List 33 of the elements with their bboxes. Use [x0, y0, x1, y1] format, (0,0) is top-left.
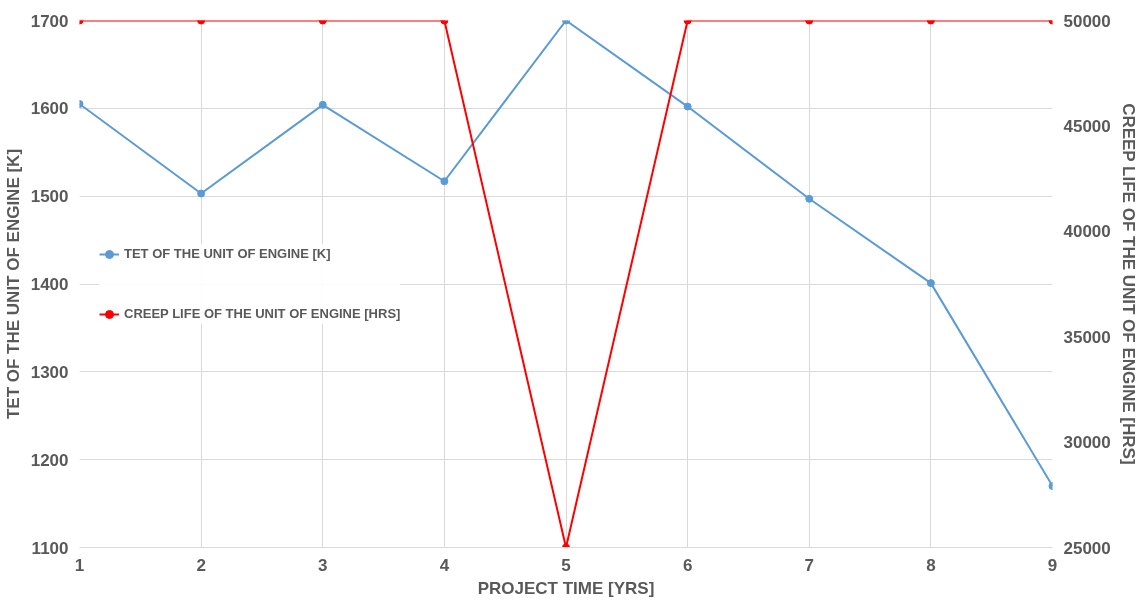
y2-tick-label: 25000 [1063, 538, 1111, 558]
y2-tick-label: 40000 [1063, 222, 1111, 242]
x-tick-label: 7 [804, 555, 814, 575]
y-tick-label: 1300 [30, 362, 69, 382]
point [805, 194, 814, 203]
x-tick-label: 6 [682, 555, 693, 575]
x-tick-label: 2 [196, 555, 206, 575]
y-tick-label: 1500 [30, 187, 69, 207]
y2-tick-label: 30000 [1063, 433, 1111, 453]
y2-axis-title: CREEP LIFE OF THE UNIT OF ENGINE [HRS] [1118, 103, 1138, 465]
x-tick-label: 4 [439, 555, 450, 575]
x-tick-label: 3 [318, 555, 328, 575]
point [197, 189, 206, 198]
point [683, 102, 692, 111]
x-tick-label: 5 [561, 555, 571, 575]
x-tick-label: 9 [1047, 555, 1058, 575]
x-tick-label: 1 [74, 555, 85, 575]
y-tick-label: 1400 [30, 275, 69, 294]
y2-tick-label: 50000 [1063, 11, 1111, 31]
y-axis-title: TET OF THE UNIT OF ENGINE [K] [3, 148, 23, 420]
legend-label: CREEP LIFE OF THE UNIT OF ENGINE [HRS] [124, 306, 401, 321]
x-tick-label: 8 [926, 555, 936, 575]
y2-tick-label: 35000 [1063, 327, 1111, 347]
y-tick-label: 1700 [30, 11, 69, 31]
y-tick-label: 1200 [30, 450, 69, 470]
point [926, 279, 935, 288]
point [440, 177, 449, 186]
x-axis-title: PROJECT TIME [YRS] [477, 578, 655, 598]
legend-label: TET OF THE UNIT OF ENGINE [K] [124, 246, 331, 261]
y2-tick-label: 45000 [1063, 116, 1111, 136]
y-tick-label: 1600 [30, 99, 69, 119]
point [318, 100, 327, 109]
y-tick-label: 1100 [31, 538, 69, 558]
